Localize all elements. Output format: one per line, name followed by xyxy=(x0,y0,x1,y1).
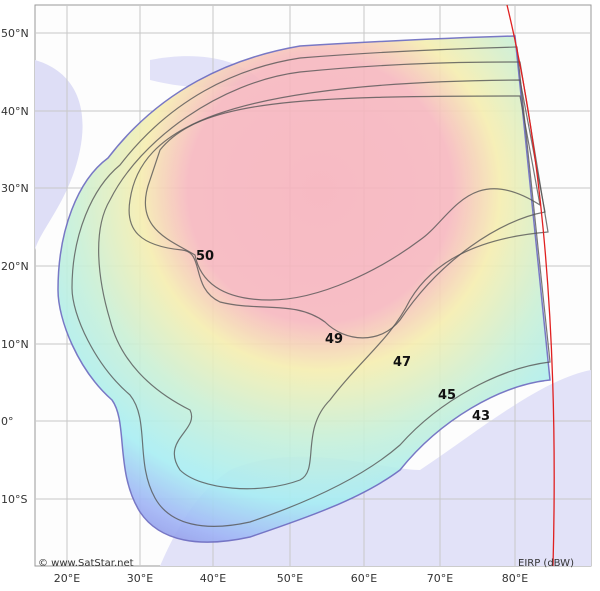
longitude-label: 30°E xyxy=(127,572,153,585)
longitude-label: 80°E xyxy=(502,572,528,585)
latitude-label: 10°N xyxy=(1,338,29,351)
contour-line xyxy=(128,79,546,339)
contour-line xyxy=(71,46,551,527)
contour-label: 50 xyxy=(196,249,214,264)
legend-label: EIRP (dBW) xyxy=(518,558,574,569)
latitude-label: 10°S xyxy=(1,493,27,506)
longitude-label: 50°E xyxy=(277,572,303,585)
latitude-label: 0° xyxy=(1,415,14,428)
latitude-label: 20°N xyxy=(1,260,29,273)
credit: © www.SatStar.net xyxy=(38,558,134,569)
longitude-label: 60°E xyxy=(351,572,377,585)
contour-label: 43 xyxy=(472,409,490,424)
contour-label: 49 xyxy=(325,332,343,347)
longitude-label: 40°E xyxy=(200,572,226,585)
contour-line xyxy=(98,61,549,490)
latitude-label: 50°N xyxy=(1,27,29,40)
footprint xyxy=(57,35,551,543)
contour-label: 45 xyxy=(438,388,456,403)
contour-line xyxy=(144,95,541,301)
visibility-arc xyxy=(506,4,555,567)
sea xyxy=(35,60,83,250)
contour-label: 47 xyxy=(393,355,411,370)
latitude-label: 40°N xyxy=(1,105,29,118)
latitude-label: 30°N xyxy=(1,182,29,195)
longitude-label: 70°E xyxy=(427,572,453,585)
longitude-label: 20°E xyxy=(54,572,80,585)
